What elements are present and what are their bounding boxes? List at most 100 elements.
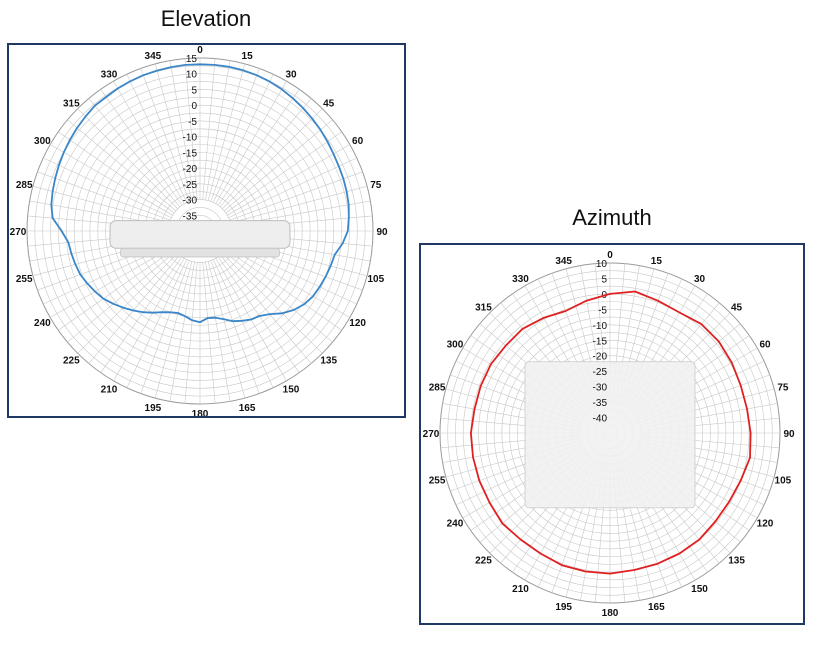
grid-spoke (100, 89, 183, 206)
angle-tick-label: 150 (283, 385, 300, 396)
grid-spoke (88, 98, 181, 208)
angle-tick-label: 165 (648, 602, 665, 613)
radial-labels: 15 10 5 0 -5 -10 -15 -20 -25 -30 -35 (183, 54, 198, 222)
angle-tick-label: 285 (16, 180, 33, 191)
angle-tick-label: 150 (691, 584, 708, 595)
angle-tick-label: 45 (731, 302, 743, 313)
radial-tick-label: -35 (593, 398, 608, 409)
radial-tick-label: -5 (598, 305, 607, 316)
angle-tick-label: 225 (475, 556, 492, 567)
angle-tick-label: 345 (145, 51, 162, 62)
grid-spoke (207, 261, 246, 399)
angle-tick-label: 90 (783, 429, 795, 440)
grid-spoke (217, 89, 300, 206)
angle-labels: 0153045607590105120135150165180195210225… (10, 45, 388, 416)
azimuth-polar-chart: 1050-5-10-15-20-25-30-35-400153045607590… (423, 250, 795, 619)
radial-tick-label: 15 (186, 54, 198, 65)
angle-tick-label: 240 (447, 519, 464, 530)
angle-tick-label: 30 (285, 69, 297, 80)
radial-tick-label: -15 (593, 336, 608, 347)
grid-spoke (100, 256, 183, 373)
radial-tick-label: 10 (186, 70, 198, 81)
angle-tick-label: 45 (323, 98, 335, 109)
radial-tick-label: -20 (593, 352, 608, 363)
grid-spoke (126, 259, 188, 388)
grid-spoke (58, 248, 175, 331)
angle-tick-label: 0 (197, 45, 203, 56)
grid-spoke (184, 261, 198, 404)
grid-spoke (226, 246, 350, 318)
grid-spoke (77, 108, 179, 210)
radial-tick-label: -10 (183, 133, 198, 144)
angle-tick-label: 105 (775, 475, 792, 486)
elevation-polar-chart: 151050-5-10-15-20-25-30-3501530456075901… (10, 45, 388, 416)
grid-spoke (229, 171, 363, 221)
radial-tick-label: -5 (188, 117, 197, 128)
series-line (50, 63, 350, 324)
grid-spoke (154, 63, 193, 201)
grid-spoke (67, 119, 177, 212)
grid-spoke (140, 260, 190, 394)
angle-tick-label: 330 (101, 69, 118, 80)
access-point-side-image (109, 220, 291, 258)
angle-tick-label: 300 (447, 340, 464, 351)
angle-tick-label: 270 (423, 429, 440, 440)
grid-spoke (67, 250, 177, 343)
angle-tick-label: 315 (475, 302, 492, 313)
grid-spoke (225, 131, 342, 214)
angle-tick-label: 315 (63, 98, 80, 109)
azimuth-chart-panel: 10 5 0 -5 -10 -15 -20 -25 -30 -35 -40 0 15 30 45 60 75 90… (419, 243, 805, 625)
angle-tick-label: 120 (349, 318, 366, 329)
angle-tick-label: 75 (777, 383, 789, 394)
angle-tick-label: 255 (16, 274, 33, 285)
grid-spoke (88, 254, 181, 364)
angle-tick-label: 210 (512, 584, 529, 595)
radial-tick-label: 10 (596, 259, 608, 270)
grid-spoke (58, 131, 175, 214)
angle-tick-label: 210 (101, 385, 118, 396)
grid-spoke (212, 74, 274, 203)
grid-spoke (169, 60, 195, 201)
grid-spoke (169, 261, 195, 402)
angle-tick-label: 180 (602, 608, 619, 619)
grid-spoke (205, 60, 231, 201)
angle-tick-label: 120 (757, 519, 774, 530)
grid-spoke (228, 157, 357, 219)
grid-spoke (50, 144, 174, 216)
angle-tick-label: 165 (239, 403, 256, 414)
radial-tick-label: -25 (183, 180, 198, 191)
azimuth-title: Azimuth (572, 205, 652, 230)
grid-spoke (43, 157, 172, 219)
grid-spoke (219, 254, 312, 364)
elevation-chart-panel: 15 10 5 0 -5 -10 -15 -20 -25 -30 -35 0 15 30 45 60 75 90 1… (7, 43, 406, 418)
radial-tick-label: -10 (593, 321, 608, 332)
angle-tick-label: 75 (370, 180, 382, 191)
radial-tick-label: -20 (183, 164, 198, 175)
radial-tick-label: 5 (191, 85, 197, 96)
grid-spoke (126, 74, 188, 203)
angle-tick-label: 195 (145, 403, 162, 414)
angle-tick-label: 195 (555, 602, 572, 613)
grid-spoke (202, 261, 216, 404)
elevation-title: Elevation (160, 6, 252, 31)
grid-spoke (217, 256, 300, 373)
angle-tick-label: 0 (607, 250, 613, 261)
radial-tick-label: -35 (183, 211, 198, 222)
angle-tick-label: 60 (352, 136, 364, 147)
device-base (120, 247, 280, 258)
angle-tick-label: 285 (429, 383, 446, 394)
angle-tick-label: 330 (512, 274, 529, 285)
grid-spoke (77, 252, 179, 354)
angle-tick-label: 15 (242, 51, 254, 62)
grid-spoke (223, 119, 333, 212)
angle-tick-label: 60 (759, 340, 771, 351)
angle-tick-label: 240 (34, 318, 51, 329)
angle-tick-label: 255 (429, 475, 446, 486)
access-point-top-image (524, 361, 696, 509)
angle-tick-label: 135 (728, 556, 745, 567)
grid-spoke (210, 260, 260, 394)
angle-tick-label: 135 (320, 356, 337, 367)
grid-spoke (210, 68, 260, 202)
series-line (470, 290, 752, 575)
